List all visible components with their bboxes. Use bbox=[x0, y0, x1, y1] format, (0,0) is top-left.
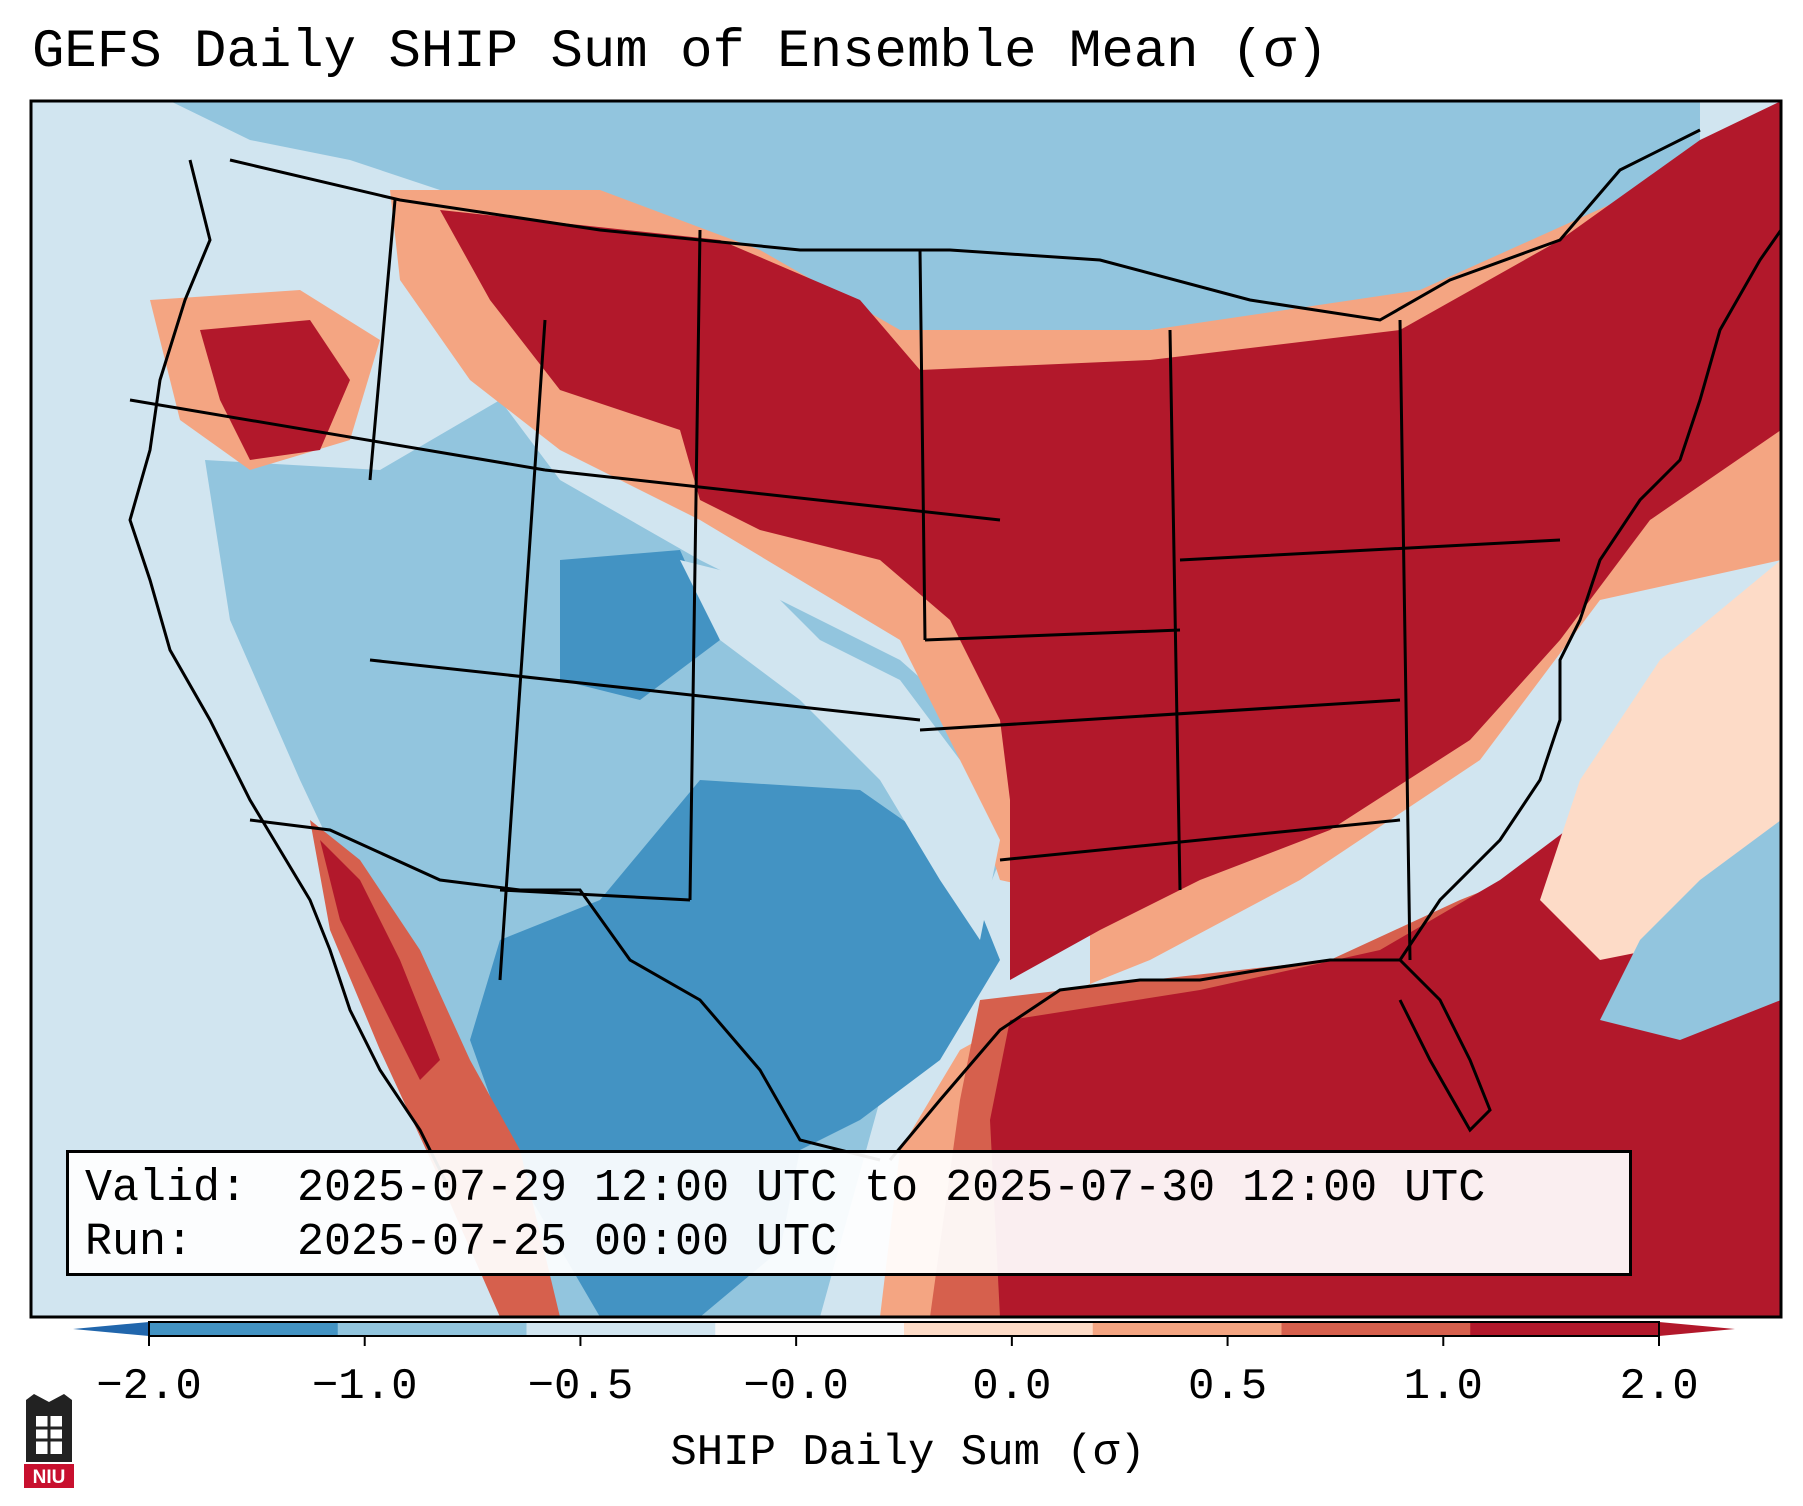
colorbar-tick-label: −0.5 bbox=[527, 1362, 634, 1412]
field-north-blue bbox=[170, 101, 1700, 330]
colorbar-segment bbox=[1092, 1322, 1282, 1336]
field-basin-light bbox=[680, 560, 1000, 940]
colorbar-segment bbox=[904, 1322, 1094, 1336]
colorbar-tick-label: 1.0 bbox=[1403, 1362, 1483, 1412]
valid-label: Valid: bbox=[85, 1163, 248, 1214]
field-cal-darkred bbox=[320, 840, 440, 1080]
colorbar-segment bbox=[715, 1322, 905, 1336]
coastline-west bbox=[128, 159, 452, 1191]
field-texas-blue bbox=[560, 550, 720, 700]
colorbar-tick-label: 2.0 bbox=[1619, 1362, 1699, 1412]
coastline-gulf bbox=[888, 958, 1492, 1161]
colorbar-over-arrow bbox=[1659, 1322, 1735, 1336]
field-atlantic-blue bbox=[1600, 820, 1781, 1040]
colorbar-segment bbox=[1281, 1322, 1471, 1336]
colorbar-segment bbox=[149, 1322, 339, 1336]
colorbar-tickmarks bbox=[148, 1336, 1660, 1346]
field-pnw-darkred bbox=[200, 320, 350, 460]
valid-time-line: Valid: 2025-07-29 12:00 UTC to 2025-07-30… bbox=[85, 1163, 1485, 1214]
ship-field bbox=[31, 101, 1781, 1317]
state-lines-horizontal bbox=[129, 398, 1561, 902]
colorbar-under-arrow bbox=[73, 1322, 149, 1336]
colorbar-tick-label: −0.0 bbox=[743, 1362, 849, 1412]
colorbar-tick-label: 0.5 bbox=[1187, 1362, 1268, 1412]
map-boundaries bbox=[128, 128, 1781, 1191]
colorbar-tick-label: −2.0 bbox=[96, 1362, 202, 1412]
border-canada bbox=[229, 128, 1701, 322]
colorbar-tick-label: 0.0 bbox=[972, 1362, 1052, 1412]
niu-logo-text: NIU bbox=[33, 1467, 66, 1488]
run-label: Run: bbox=[85, 1217, 194, 1268]
colorbar bbox=[73, 1321, 1735, 1346]
colorbar-label: SHIP Daily Sum (σ) bbox=[670, 1428, 1146, 1478]
field-north-darkred bbox=[440, 101, 1781, 980]
colorbar-segment bbox=[337, 1322, 527, 1336]
border-mexico bbox=[249, 818, 881, 1162]
colorbar-segment bbox=[526, 1322, 716, 1336]
state-lines-vertical bbox=[368, 199, 1412, 981]
colorbar-segment bbox=[1470, 1322, 1660, 1336]
niu-castle-icon: NIU bbox=[24, 1394, 74, 1488]
colorbar-outline bbox=[148, 1321, 1660, 1337]
valid-time-value: 2025-07-29 12:00 UTC to 2025-07-30 12:00… bbox=[297, 1163, 1486, 1214]
run-time-value: 2025-07-25 00:00 UTC bbox=[297, 1217, 838, 1268]
colorbar-segments bbox=[149, 1322, 1660, 1336]
field-atlantic-light bbox=[1540, 560, 1781, 960]
coastline-east bbox=[1398, 229, 1781, 961]
map-frame bbox=[29, 99, 1783, 1319]
colorbar-tick-label: −1.0 bbox=[311, 1362, 418, 1412]
map-title: GEFS Daily SHIP Sum of Ensemble Mean (σ) bbox=[32, 22, 1329, 83]
valid-run-box: Valid: 2025-07-29 12:00 UTC to 2025-07-30… bbox=[66, 1150, 1632, 1276]
run-time-line: Run: 2025-07-25 00:00 UTC bbox=[85, 1217, 837, 1268]
